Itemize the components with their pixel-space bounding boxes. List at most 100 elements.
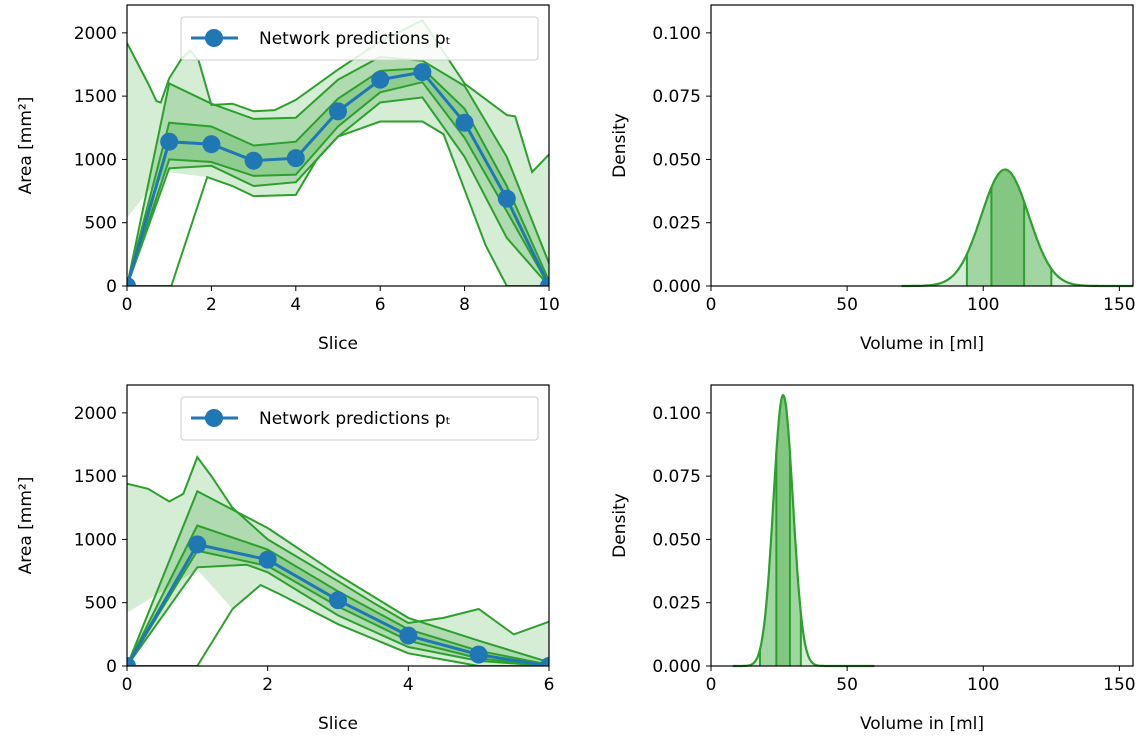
band-line-upper1 (127, 67, 549, 286)
x-tick-label: 6 (375, 295, 386, 315)
x-tick-label: 8 (459, 295, 470, 315)
band-line-upper2 (127, 489, 549, 666)
prediction-point (399, 626, 418, 645)
legend-box (180, 16, 539, 61)
prediction-point (455, 113, 474, 132)
y-tick-label: 0.100 (652, 24, 701, 44)
prediction-point (540, 657, 549, 666)
x-tick-label: 0 (122, 675, 133, 695)
y-tick-label: 500 (85, 214, 117, 234)
y-tick-label: 0.050 (652, 530, 701, 550)
prediction-point (286, 149, 305, 168)
y-tick-label: 1000 (74, 150, 117, 170)
y-tick-label: 0.000 (652, 277, 701, 297)
density-fill-outer (732, 395, 875, 666)
x-tick-label: 100 (967, 295, 999, 315)
prediction-point (329, 102, 347, 121)
outer-band-fill (127, 20, 549, 286)
plot-frame (126, 384, 550, 667)
y-tick-label: 0.000 (652, 657, 701, 677)
legend-box (180, 396, 539, 441)
y-tick-label: 0.100 (652, 404, 701, 424)
x-tick-label: 2 (262, 675, 273, 695)
y-axis-label: Area [mm²] (16, 477, 36, 575)
y-tick-label: 2000 (74, 404, 117, 424)
x-tick-label: 0 (706, 675, 717, 695)
x-axis-label: Volume in [ml] (860, 334, 984, 354)
y-axis-label: Density (610, 113, 630, 178)
panel-bottom-left: 0 2 4 6 0 500 1000 1500 2000 Slice Area [mm²] Netwo… (16, 384, 555, 734)
plot-frame (710, 384, 1134, 667)
x-tick-label: 0 (706, 295, 717, 315)
band-line-outer-lower (127, 120, 549, 286)
x-tick-label: 10 (538, 295, 560, 315)
legend-label: Network predictions pₜ (259, 409, 451, 429)
band-line-upper2 (127, 55, 549, 286)
plot-area (127, 18, 549, 286)
y-tick-label: 2000 (74, 24, 117, 44)
y-tick-label: 0.075 (652, 87, 701, 107)
plot-frame (126, 4, 550, 287)
y-tick-label: 0.075 (652, 467, 701, 487)
prediction-point (540, 277, 549, 286)
y-axis-label: Area [mm²] (16, 97, 36, 195)
prediction-point (497, 189, 516, 208)
legend-marker (205, 409, 223, 427)
x-tick-label: 6 (544, 675, 555, 695)
band-line-outer-upper (127, 18, 549, 175)
y-tick-label: 0 (106, 657, 117, 677)
panel-top-left: 0 2 4 6 8 10 0 500 1000 1500 2000 Slice Area [mm²] Ne… (16, 4, 560, 354)
density-fill-center (991, 169, 1025, 286)
prediction-point (258, 550, 277, 569)
prediction-point (469, 645, 488, 664)
y-tick-label: 0.025 (652, 214, 701, 234)
x-tick-label: 4 (290, 295, 301, 315)
legend: Network predictions pₜ (180, 16, 539, 61)
x-tick-label: 50 (836, 675, 858, 695)
middle-band-fill (127, 56, 549, 286)
x-tick-label: 150 (1103, 295, 1135, 315)
plot-frame (710, 4, 1134, 287)
legend-label: Network predictions pₜ (259, 29, 451, 49)
y-tick-label: 1500 (74, 87, 117, 107)
x-tick-label: 4 (403, 675, 414, 695)
panel-top-right: 0 50 100 150 0.000 0.025 0.050 0.075 0.100 Volume… (610, 4, 1136, 354)
y-tick-label: 500 (85, 594, 117, 614)
y-axis-label: Density (610, 493, 630, 558)
y-tick-label: 0 (106, 277, 117, 297)
density-fill-outer (901, 169, 1133, 286)
x-tick-label: 0 (122, 295, 133, 315)
density-fill-center (776, 395, 790, 666)
prediction-point (371, 70, 390, 89)
prediction-point (329, 591, 347, 610)
x-tick-label: 100 (967, 675, 999, 695)
x-axis-label: Volume in [ml] (860, 714, 984, 734)
x-axis-label: Slice (318, 714, 358, 734)
density-curve (732, 393, 875, 668)
prediction-point (127, 277, 136, 286)
prediction-point (160, 132, 179, 151)
x-tick-label: 50 (836, 295, 858, 315)
legend-marker (205, 29, 223, 47)
band-line-outer-upper (127, 455, 549, 636)
plot-area (127, 455, 549, 666)
y-tick-label: 1000 (74, 530, 117, 550)
prediction-point (244, 151, 263, 170)
x-axis-label: Slice (318, 334, 358, 354)
x-tick-label: 150 (1103, 675, 1135, 695)
band-line-outer-lower (127, 583, 549, 666)
prediction-point (202, 135, 221, 154)
band-line-lower1 (127, 81, 549, 286)
y-tick-label: 0.025 (652, 594, 701, 614)
middle-band-fill (127, 491, 549, 666)
panel-bottom-right: 0 50 100 150 0.000 0.025 0.050 0.075 0.100 Volume… (610, 384, 1136, 734)
prediction-point (188, 535, 207, 554)
y-tick-label: 1500 (74, 467, 117, 487)
prediction-point (127, 657, 136, 666)
y-tick-label: 0.050 (652, 150, 701, 170)
band-line-lower2 (127, 563, 549, 666)
x-tick-label: 2 (206, 295, 217, 315)
prediction-point (413, 63, 432, 82)
legend: Network predictions pₜ (180, 396, 539, 441)
